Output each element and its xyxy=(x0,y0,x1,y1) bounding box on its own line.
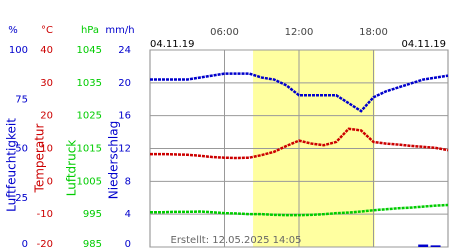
axis-title: Temperatur xyxy=(33,123,47,193)
axis-title: Luftfeuchtigkeit xyxy=(5,118,19,212)
y-tick-label: 75 xyxy=(15,94,28,105)
y-tick-label: 24 xyxy=(118,45,131,56)
created-note: Erstellt: 12.05.2025 14:05 xyxy=(171,235,302,246)
x-tick-label: 12:00 xyxy=(285,27,314,38)
y-tick-label: 985 xyxy=(83,239,102,250)
y-tick-label: 4 xyxy=(125,209,131,220)
y-tick-label: 1015 xyxy=(77,144,102,155)
axis-unit: mm/h xyxy=(105,25,134,36)
axis-unit: °C xyxy=(41,25,53,36)
y-tick-label: 20 xyxy=(118,78,131,89)
x-tick-label: 06:00 xyxy=(210,27,239,38)
axis-title: Luftdruck xyxy=(65,140,79,197)
y-tick-label: 1025 xyxy=(77,111,102,122)
y-tick-label: 12 xyxy=(118,144,131,155)
y-tick-label: 1035 xyxy=(77,78,102,89)
y-tick-label: 16 xyxy=(118,111,131,122)
precip-bar xyxy=(418,244,429,247)
data-line xyxy=(150,203,449,217)
y-tick-label: 0 xyxy=(22,239,28,250)
y-tick-label: 50 xyxy=(15,144,28,155)
left-date: 04.11.19 xyxy=(150,39,195,50)
y-tick-label: 1045 xyxy=(77,45,102,56)
precip-bar xyxy=(430,245,441,247)
y-tick-label: 25 xyxy=(15,193,28,204)
y-tick-label: 0 xyxy=(125,239,131,250)
y-tick-label: 10 xyxy=(40,144,53,155)
y-tick-label: 8 xyxy=(125,176,131,187)
y-tick-label: -10 xyxy=(37,209,53,220)
y-tick-label: 100 xyxy=(9,45,28,56)
axis-unit: hPa xyxy=(81,25,99,36)
y-tick-label: 40 xyxy=(40,45,53,56)
x-tick-label: 18:00 xyxy=(359,27,388,38)
data-line xyxy=(150,127,449,160)
right-date: 04.11.19 xyxy=(401,39,446,50)
y-tick-label: 30 xyxy=(40,78,53,89)
y-tick-label: -20 xyxy=(37,239,53,250)
y-tick-label: 1005 xyxy=(77,176,102,187)
y-tick-label: 995 xyxy=(83,209,102,220)
y-tick-label: 20 xyxy=(40,111,53,122)
y-tick-label: 0 xyxy=(47,176,53,187)
data-line xyxy=(150,72,449,113)
axis-title: Niederschlag xyxy=(107,121,121,199)
axis-unit: % xyxy=(8,25,18,36)
